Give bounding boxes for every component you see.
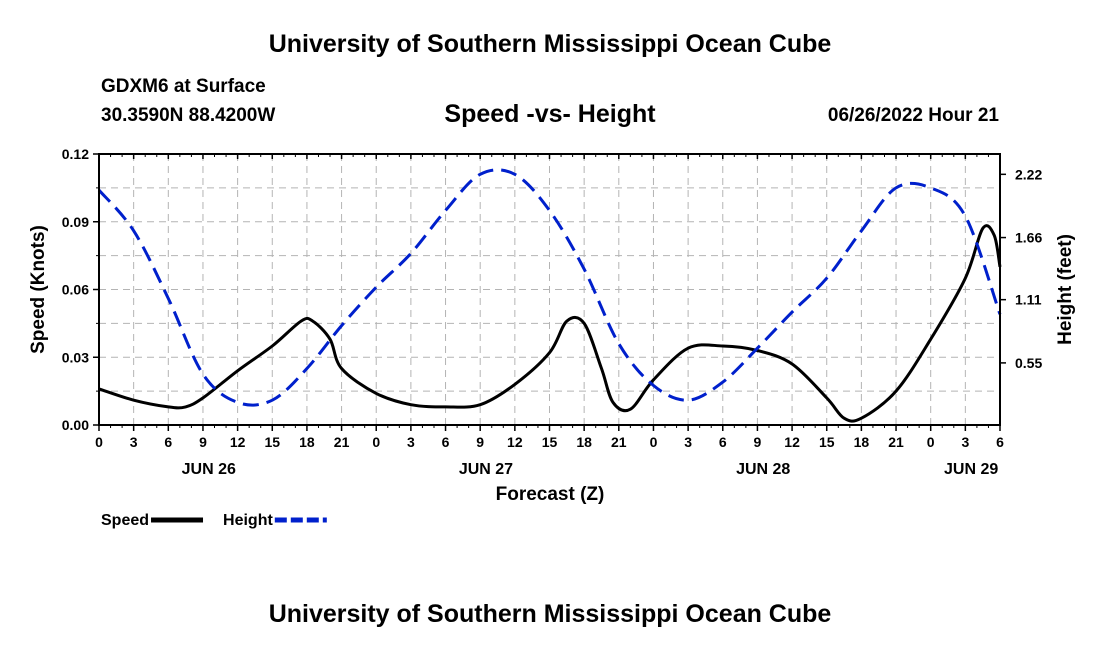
x-tick-label: 0 xyxy=(372,434,380,450)
legend-label-height: Height xyxy=(223,512,273,529)
axis-ticks xyxy=(93,153,1006,431)
x-tick-label: 15 xyxy=(819,434,835,450)
main-title: University of Southern Mississippi Ocean… xyxy=(268,30,832,58)
x-tick-label: 12 xyxy=(230,434,246,450)
y-axis-title: Speed (Knots) xyxy=(28,225,49,354)
x-tick-label: 18 xyxy=(854,434,870,450)
y-tick-label: 0.06 xyxy=(62,282,89,298)
y-tick-label: 0.00 xyxy=(62,417,89,433)
x-tick-label: 15 xyxy=(542,434,558,450)
y-tick-label: 0.03 xyxy=(62,349,89,365)
x-tick-label: 9 xyxy=(754,434,762,450)
x-tick-label: 18 xyxy=(299,434,315,450)
x-tick-label: 21 xyxy=(611,434,627,450)
x-day-label: JUN 27 xyxy=(459,461,513,478)
x-tick-label: 9 xyxy=(476,434,484,450)
x-tick-label: 21 xyxy=(888,434,904,450)
x-day-label: JUN 28 xyxy=(736,461,790,478)
x-axis-title: Forecast (Z) xyxy=(496,484,605,505)
series-lines xyxy=(97,168,1002,423)
x-tick-label: 21 xyxy=(334,434,350,450)
legend-label-speed: Speed xyxy=(101,512,149,529)
x-tick-label: 18 xyxy=(576,434,592,450)
legend: Speed Height xyxy=(101,512,327,529)
x-tick-label: 9 xyxy=(199,434,207,450)
x-tick-label: 6 xyxy=(442,434,450,450)
x-tick-label: 3 xyxy=(684,434,692,450)
x-tick-label: 0 xyxy=(927,434,935,450)
x-tick-label: 0 xyxy=(650,434,658,450)
series-line-speed xyxy=(98,224,1002,423)
x-day-label: JUN 29 xyxy=(944,461,998,478)
forecast-datetime: 06/26/2022 Hour 21 xyxy=(827,105,999,126)
y2-axis-title: Height (feet) xyxy=(1055,234,1076,345)
footer-title: University of Southern Mississippi Ocean… xyxy=(268,600,832,628)
axis-labels: 0 3 6 9 12 15 18 21 0 3 6 9 12 15 18 21 0 3 6 9 12 15 18 21 0 3 6J… xyxy=(28,146,1076,505)
x-day-label: JUN 26 xyxy=(182,461,236,478)
x-tick-label: 6 xyxy=(164,434,172,450)
grid-lines xyxy=(99,154,1000,425)
y2-tick-label: 1.11 xyxy=(1015,292,1042,308)
x-tick-label: 12 xyxy=(784,434,800,450)
x-tick-label: 0 xyxy=(95,434,103,450)
chart-title: Speed -vs- Height xyxy=(444,100,656,128)
y-tick-label: 0.12 xyxy=(62,146,89,162)
y2-tick-label: 1.66 xyxy=(1015,230,1042,246)
x-tick-label: 3 xyxy=(961,434,969,450)
station-label: GDXM6 at Surface xyxy=(101,76,266,97)
y2-tick-label: 0.55 xyxy=(1015,355,1042,371)
x-tick-label: 6 xyxy=(996,434,1004,450)
y2-tick-label: 2.22 xyxy=(1015,166,1042,182)
x-tick-label: 12 xyxy=(507,434,523,450)
y-tick-label: 0.09 xyxy=(62,214,89,230)
coordinates-label: 30.3590N 88.4200W xyxy=(101,105,276,126)
x-tick-label: 6 xyxy=(719,434,727,450)
x-tick-label: 3 xyxy=(130,434,138,450)
x-tick-label: 15 xyxy=(264,434,280,450)
x-tick-label: 3 xyxy=(407,434,415,450)
